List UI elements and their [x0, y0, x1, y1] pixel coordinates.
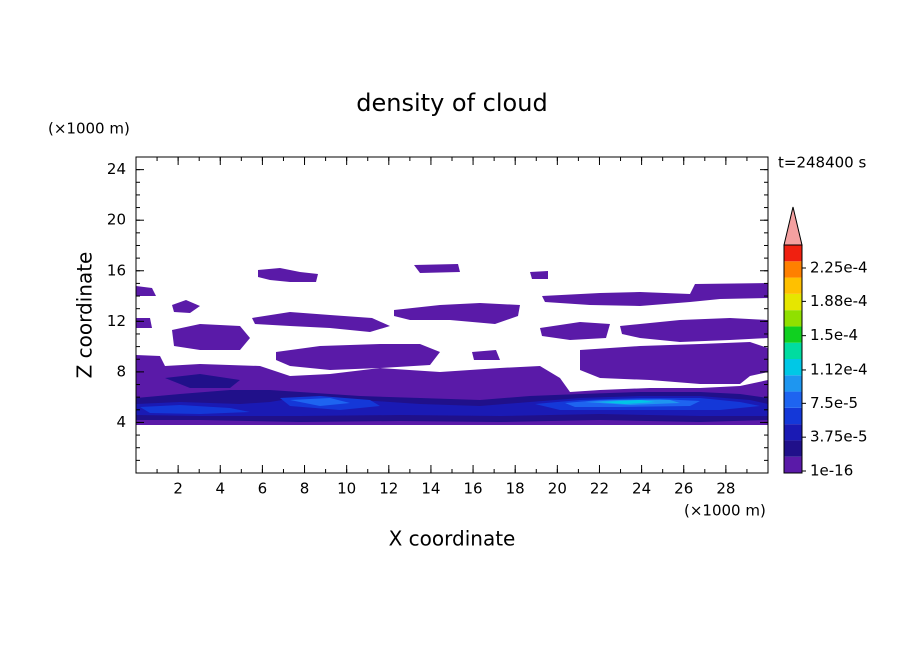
contour-region	[258, 268, 318, 282]
colorbar-tick-label: 1.88e-4	[810, 292, 868, 310]
contour-region	[136, 286, 156, 296]
colorbar-tick-label: 3.75e-5	[810, 428, 868, 446]
y-tick-label: 12	[107, 312, 126, 330]
colorbar-band	[784, 391, 802, 408]
x-tick-label: 8	[300, 480, 310, 498]
contour-region	[542, 283, 768, 306]
chart-title: density of cloud	[356, 89, 547, 117]
colorbar-band	[784, 342, 802, 359]
colorbar-band	[784, 310, 802, 327]
contour-region	[172, 300, 200, 313]
x-tick-label: 18	[506, 480, 525, 498]
contour-region	[620, 318, 768, 342]
colorbar-tick-label: 2.25e-4	[810, 259, 868, 277]
contour-region	[394, 303, 520, 324]
contour-region	[540, 322, 610, 340]
colorbar-frame	[783, 244, 803, 474]
y-tick-label: 20	[107, 211, 126, 229]
colorbar-tick-label: 7.5e-5	[810, 394, 858, 412]
colorbar-band	[784, 456, 802, 473]
colorbar-tick-label: 1.5e-4	[810, 326, 858, 344]
colorbar-band	[784, 359, 802, 376]
y-axis-label: Z coordinate	[73, 252, 97, 379]
colorbar-band	[784, 261, 802, 278]
x-tick-label: 10	[337, 480, 356, 498]
colorbar-band	[784, 277, 802, 294]
y-unit: (×1000 m)	[48, 120, 130, 138]
x-unit: (×1000 m)	[684, 502, 766, 520]
y-tick-label: 4	[116, 413, 126, 431]
x-tick-label: 12	[379, 480, 398, 498]
colorbar-band	[784, 407, 802, 425]
x-tick-label: 16	[464, 480, 483, 498]
y-tick-label: 16	[107, 261, 126, 279]
contour-region	[414, 264, 460, 273]
contour-region	[165, 374, 240, 388]
contour-region	[530, 271, 548, 279]
time-label: t=248400 s	[778, 154, 866, 172]
x-tick-label: 22	[590, 480, 609, 498]
contour-region	[172, 324, 250, 350]
x-tick-label: 6	[258, 480, 268, 498]
contour-region	[600, 400, 655, 404]
contour-region	[276, 344, 440, 370]
contour-region	[136, 318, 152, 328]
contour-field	[136, 264, 768, 425]
colorbar-band	[784, 326, 802, 343]
colorbar-tick-label: 1.12e-4	[810, 360, 868, 378]
x-axis-label: X coordinate	[389, 527, 516, 551]
x-tick-label: 14	[421, 480, 440, 498]
y-tick-label: 8	[116, 362, 126, 380]
y-tick-label: 24	[107, 160, 126, 178]
contour-region	[252, 312, 390, 332]
x-tick-label: 2	[173, 480, 183, 498]
colorbar-band	[784, 424, 802, 441]
contour-region	[472, 350, 500, 360]
colorbar-band	[784, 245, 802, 262]
x-tick-label: 28	[716, 480, 735, 498]
x-tick-label: 20	[548, 480, 567, 498]
contour-region	[580, 342, 768, 384]
colorbar-band	[784, 375, 802, 392]
colorbar-tick-label: 1e-16	[810, 462, 853, 480]
x-tick-label: 26	[674, 480, 693, 498]
contour-region	[140, 405, 250, 414]
x-tick-label: 4	[215, 480, 225, 498]
x-tick-label: 24	[632, 480, 651, 498]
colorbar-band	[784, 293, 802, 311]
colorbar-band	[784, 440, 802, 457]
contour-region	[290, 398, 350, 406]
